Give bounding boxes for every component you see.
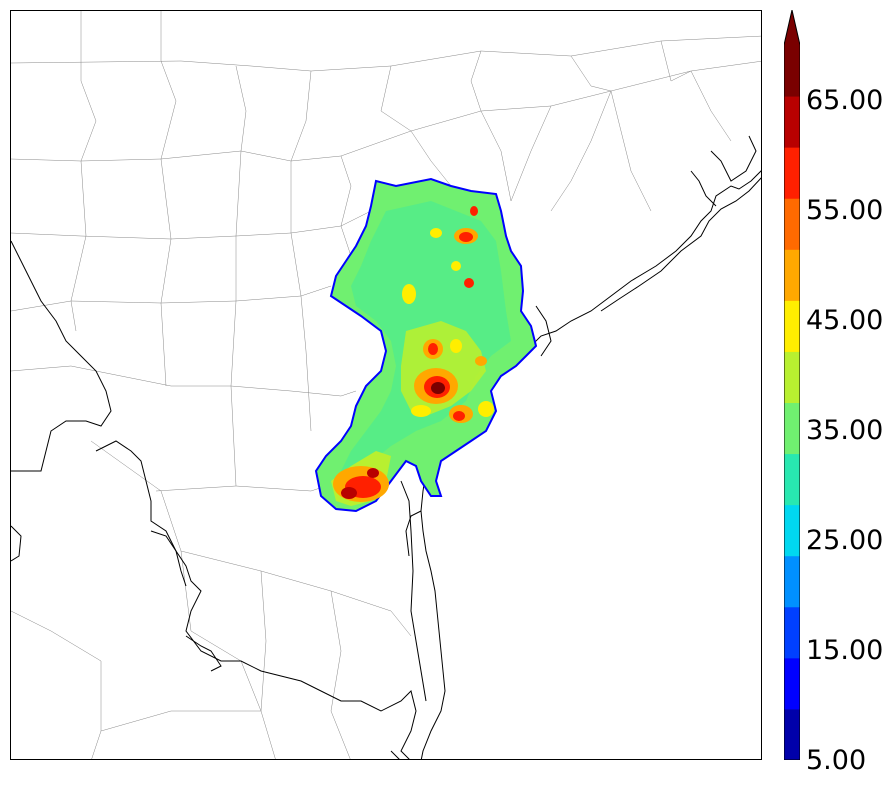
colorbar-segment <box>784 300 800 352</box>
colorbar <box>784 10 800 760</box>
cell-s-yellow <box>478 401 494 417</box>
colorbar-segment <box>784 147 800 199</box>
colorbar-tick-label: 55.00 <box>806 195 884 226</box>
cell-e-yellow <box>450 339 462 353</box>
colorbar-segment <box>784 555 800 608</box>
colorbar-tick-label: 15.00 <box>806 635 884 666</box>
colorbar-segment <box>784 657 800 710</box>
colorbar-segment <box>784 708 800 760</box>
cell-coast-red <box>453 411 465 421</box>
cell-w2-yellow <box>430 228 442 238</box>
colorbar-segment <box>784 606 800 659</box>
colorbar-outline <box>784 10 800 760</box>
cell-sw-dark <box>341 487 357 499</box>
colorbar-extend-arrow <box>784 10 800 45</box>
colorbar-tick-label: 35.00 <box>806 415 884 446</box>
colorbar-segment <box>784 351 800 403</box>
colorbar-segment <box>784 402 800 455</box>
colorbar-tick-label: 5.00 <box>806 745 867 776</box>
colorbar-segment <box>784 96 800 148</box>
cell-mid-red <box>464 278 474 288</box>
county-boundaries <box>11 11 761 759</box>
map-frame <box>10 10 762 760</box>
cell-center-dark <box>431 382 445 394</box>
colorbar-segment <box>784 504 800 557</box>
precipitation-field <box>314 177 538 513</box>
cell-ne-red <box>459 232 473 242</box>
cell-s2-yellow <box>411 405 431 417</box>
colorbar-tick-label: 65.00 <box>806 85 884 116</box>
cell-n-red <box>428 343 438 355</box>
cell-yel-1 <box>451 261 461 271</box>
colorbar-segment <box>784 453 800 506</box>
colorbar-tick-label: 25.00 <box>806 525 884 556</box>
colorbar-segment <box>784 249 800 301</box>
cell-sw2-dark <box>367 468 379 478</box>
colorbar-tick-label: 45.00 <box>806 305 884 336</box>
cell-w-yellow <box>402 284 416 304</box>
precipitation-map <box>11 11 761 759</box>
colorbar-segments <box>784 10 800 760</box>
colorbar-segment <box>784 45 800 97</box>
cell-top-red <box>470 206 478 216</box>
colorbar-segment <box>784 198 800 250</box>
cell-yel-2 <box>475 356 487 366</box>
